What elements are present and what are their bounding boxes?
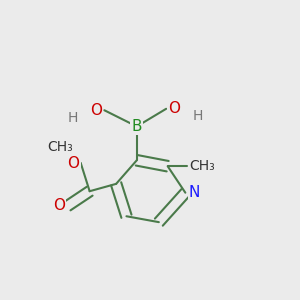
Text: O: O — [53, 198, 65, 213]
Text: N: N — [189, 185, 200, 200]
Text: CH₃: CH₃ — [190, 159, 215, 173]
Text: B: B — [131, 119, 142, 134]
Text: O: O — [169, 101, 181, 116]
Text: H: H — [193, 109, 203, 123]
Text: O: O — [67, 156, 79, 171]
Text: O: O — [90, 103, 102, 118]
Text: H: H — [68, 111, 78, 124]
Text: CH₃: CH₃ — [47, 140, 73, 154]
